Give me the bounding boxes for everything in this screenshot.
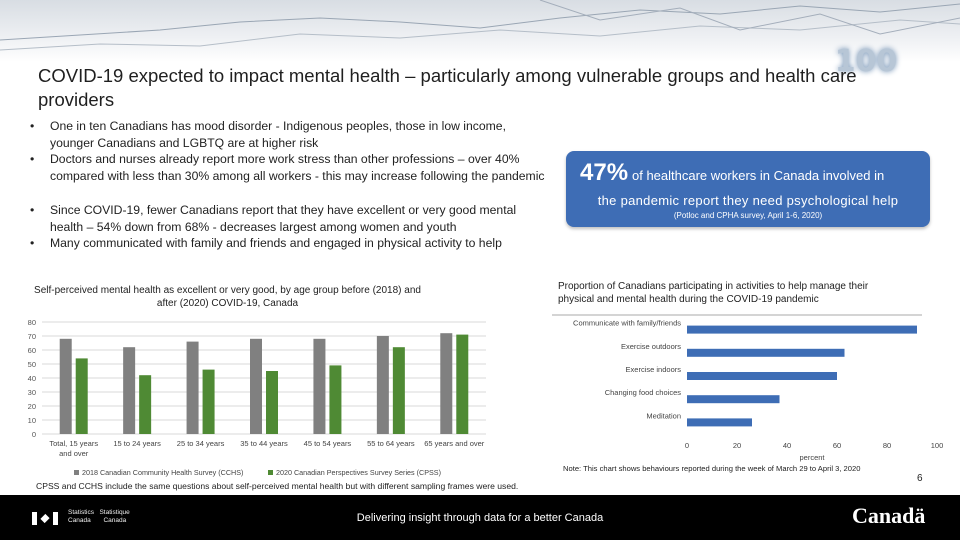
bullet-item: Many communicated with family and friend…	[30, 235, 550, 252]
bullet-item: One in ten Canadians has mood disorder -…	[30, 118, 550, 151]
footer: Statistics Statistique Canada Canada Del…	[0, 495, 960, 540]
bar-2020	[456, 334, 469, 434]
x-tick-label: 0	[685, 441, 689, 450]
callout-source: (Potloc and CPHA survey, April 1-6, 2020…	[673, 211, 823, 220]
bar-2020	[139, 375, 152, 434]
bar-2020	[392, 347, 405, 434]
x-tick-label: 55 to 64 years	[367, 439, 415, 448]
x-tick-label: 100	[931, 441, 944, 450]
y-tick-label: 0	[32, 430, 36, 439]
bar-2018	[313, 338, 326, 434]
header-band	[0, 0, 960, 62]
activity-bar	[687, 418, 752, 427]
canada-flag-icon	[32, 512, 58, 525]
bar-2020	[329, 365, 342, 434]
bar-2018	[440, 333, 453, 434]
bar-2020	[202, 369, 215, 434]
y-tick-label: 50	[28, 360, 36, 369]
legend-swatch	[268, 470, 273, 475]
x-tick-label: and over	[59, 449, 89, 458]
legend-label: 2018 Canadian Community Health Survey (C…	[82, 468, 243, 477]
x-tick-label: 65 years and over	[424, 439, 485, 448]
x-axis-label: percent	[799, 453, 825, 462]
x-tick-label: 60	[833, 441, 841, 450]
age-chart-title: Self-perceived mental health as excellen…	[34, 285, 421, 309]
bar-2018	[123, 347, 136, 434]
bar-2020	[266, 371, 278, 434]
footer-tagline: Delivering insight through data for a be…	[356, 512, 604, 524]
category-label: Exercise indoors	[626, 365, 682, 374]
activities-chart-title: Proportion of Canadians participating in…	[558, 281, 869, 305]
statcan-en-line-1: Statistics	[68, 509, 95, 516]
y-tick-label: 10	[28, 416, 36, 425]
bar-2018	[250, 338, 262, 434]
statcan-en-line-2: Canada	[68, 517, 91, 524]
canada-wordmark: Canadä	[852, 503, 926, 528]
chart-note: Note: This chart shows behaviours report…	[563, 464, 861, 473]
y-tick-label: 70	[28, 332, 36, 341]
survey-footnote: CPSS and CCHS include the same questions…	[36, 481, 519, 491]
category-label: Communicate with family/friends	[573, 319, 681, 328]
x-tick-label: 40	[783, 441, 791, 450]
activity-bar	[687, 348, 845, 357]
bar-2018	[376, 336, 389, 434]
legend-swatch	[74, 470, 79, 475]
page-number: 6	[917, 473, 923, 484]
x-tick-label: 20	[733, 441, 741, 450]
x-tick-label: Total, 15 years	[49, 439, 98, 448]
y-tick-label: 80	[28, 318, 36, 327]
callout-line-2: the pandemic report they need psychologi…	[597, 193, 899, 208]
bar-2018	[59, 338, 72, 434]
y-tick-label: 30	[28, 388, 36, 397]
y-tick-label: 40	[28, 374, 36, 383]
bar-2018	[186, 341, 199, 434]
activities-bar-chart: Communicate with family/friends Exercise …	[552, 314, 944, 462]
x-tick-label: 45 to 54 years	[304, 439, 352, 448]
activity-bar	[687, 395, 780, 404]
stat-callout: 47% of healthcare workers in Canada invo…	[566, 151, 930, 227]
x-tick-label: 15 to 24 years	[113, 439, 161, 448]
category-label: Meditation	[646, 411, 681, 420]
category-label: Exercise outdoors	[621, 342, 681, 351]
legend-label: 2020 Canadian Perspectives Survey Series…	[276, 468, 441, 477]
bullet-item: Since COVID-19, fewer Canadians report t…	[30, 202, 550, 235]
bullet-item: Doctors and nurses already report more w…	[30, 151, 550, 184]
statcan-signature: Statistics Statistique Canada Canada	[68, 509, 130, 525]
activity-bar	[687, 372, 837, 380]
statcan-fr-line-2: Canada	[103, 517, 127, 524]
bar-2020	[75, 358, 88, 434]
y-tick-label: 20	[28, 402, 36, 411]
x-tick-label: 35 to 44 years	[240, 439, 288, 448]
callout-line-1: of healthcare workers in Canada involved…	[632, 168, 885, 183]
slide-title: COVID-19 expected to impact mental healt…	[38, 65, 857, 110]
activity-bar	[687, 325, 917, 334]
x-tick-label: 80	[883, 441, 891, 450]
x-tick-label: 25 to 34 years	[177, 439, 225, 448]
anniversary-badge: 100	[834, 44, 898, 79]
category-label: Changing food choices	[605, 388, 682, 397]
statcan-fr-line-1: Statistique	[99, 509, 130, 516]
bullet-list: One in ten Canadians has mood disorder -…	[30, 118, 550, 252]
y-tick-label: 60	[28, 346, 36, 355]
network-decoration	[0, 0, 960, 51]
callout-percent: 47%	[580, 159, 629, 186]
